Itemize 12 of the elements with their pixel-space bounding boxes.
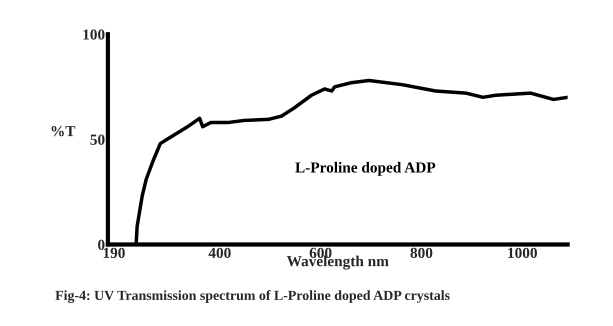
x-axis-title: Wavelength nm: [286, 256, 389, 270]
y-axis-title: %T: [52, 126, 76, 136]
text: Fig-4: UV Transmission spectrum of L-Proline doped ADP crystals: [55, 290, 450, 303]
x-tick-label: 600: [310, 248, 332, 258]
y-tick-label: 0: [98, 240, 105, 250]
x-tick-label: 800: [410, 248, 432, 258]
x-tick-label: 190: [104, 248, 125, 258]
y-tick-label: 50: [90, 134, 105, 145]
x-tick-label: 400: [208, 248, 231, 258]
y-tick-label: 100: [83, 29, 105, 40]
text: L-Proline doped ADP: [295, 162, 436, 176]
x-tick-label: 1000: [508, 248, 537, 258]
